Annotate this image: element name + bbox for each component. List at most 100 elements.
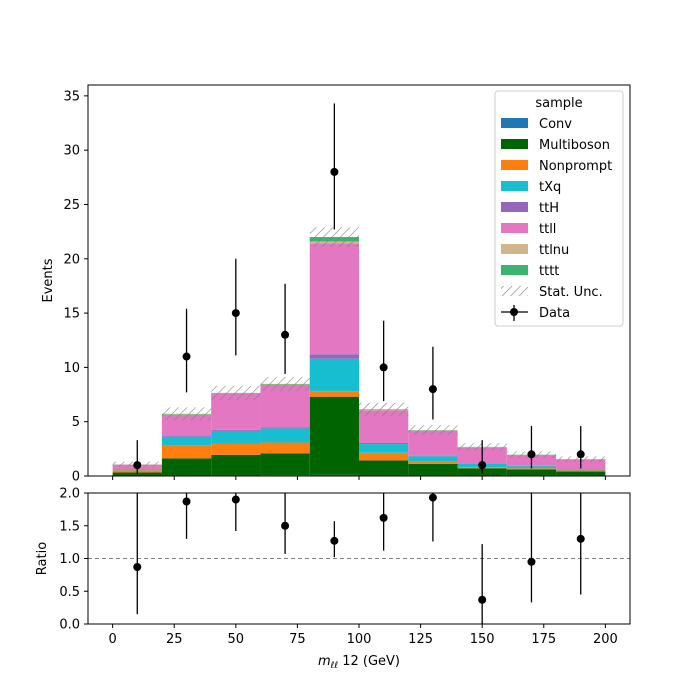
ratio-xtick-label-25: 25 [166, 632, 183, 647]
bar-nonprompt-bin-9 [556, 470, 606, 472]
data-points [133, 103, 585, 474]
ratio-point-4 [330, 536, 339, 545]
main-ytick-label-15: 15 [63, 307, 80, 322]
ratio-ytick-label-0.5: 0.5 [59, 585, 80, 600]
ratio-ytick-label-0: 0.0 [59, 618, 80, 633]
bar-tth-bin-5 [359, 442, 409, 445]
data-point-6 [428, 385, 437, 394]
ratio-point-8 [527, 557, 536, 566]
ratio-points [133, 493, 585, 624]
main-ytick-label-20: 20 [63, 252, 80, 267]
legend-swatch-multiboson [501, 139, 528, 149]
data-point-3 [281, 330, 290, 339]
ratio-axes-frame [87, 492, 631, 625]
series-txq [112, 358, 606, 471]
ratio-xtick-label-100: 100 [347, 632, 372, 647]
bar-ttll-bin-5 [359, 410, 409, 443]
legend-label-stat-unc-: Stat. Unc. [539, 285, 603, 300]
ratio-ylabel: Ratio [35, 542, 50, 575]
stat-unc-bin-3 [260, 376, 310, 391]
ratio-point-5 [379, 513, 388, 522]
bar-tth-bin-4 [309, 354, 359, 359]
bar-multiboson-bin-1 [161, 458, 212, 476]
bar-txq-bin-4 [309, 358, 359, 392]
bar-nonprompt-bin-6 [408, 461, 458, 464]
main-ytick-label-25: 25 [63, 198, 80, 213]
legend-swatch-tth [501, 202, 528, 212]
ratio-ytick-label-1.5: 1.5 [59, 519, 80, 534]
bar-nonprompt-bin-4 [309, 391, 359, 397]
legend-swatch-data [510, 308, 518, 316]
legend-label-ttll: ttll [539, 222, 556, 237]
legend-swatch-tttt [501, 265, 528, 275]
bar-nonprompt-bin-8 [506, 468, 557, 470]
data-point-8 [527, 450, 536, 459]
ratio-plot: 0.0 0.5 1.0 1.5 2.0 0 25 50 75 100 125 150 175 200 Rat… [35, 487, 631, 671]
main-ytick-label-0: 0 [72, 470, 80, 485]
bar-nonprompt-bin-3 [260, 442, 310, 454]
stat-unc-bin-6 [408, 425, 458, 435]
ratio-xtick-label-50: 50 [228, 632, 245, 647]
ratio-xtick-label-200: 200 [593, 632, 618, 647]
xlabel-rest: 12 (GeV) [338, 654, 400, 669]
ratio-xtick-label-75: 75 [289, 632, 306, 647]
xlabel-symbol: m [318, 654, 331, 669]
bar-txq-bin-5 [359, 444, 409, 453]
data-point-0 [133, 461, 142, 470]
bar-multiboson-bin-8 [506, 469, 557, 476]
ratio-point-1 [182, 497, 191, 506]
legend-title: sample [535, 96, 582, 111]
ratio-xtick-label-125: 125 [408, 632, 433, 647]
stat-unc-bin-4 [309, 227, 359, 247]
ratio-xtick-label-150: 150 [470, 632, 495, 647]
bar-multiboson-bin-0 [112, 472, 162, 476]
stat-unc-bin-5 [359, 402, 409, 416]
bar-multiboson-bin-6 [408, 463, 458, 476]
legend-swatch-conv [501, 118, 528, 128]
data-point-4 [330, 167, 339, 176]
ratio-ytick-label-2: 2.0 [59, 487, 80, 502]
legend-label-data: Data [539, 306, 570, 321]
stat-unc-bin-2 [211, 385, 261, 400]
bar-multiboson-bin-3 [260, 453, 310, 476]
bar-txq-bin-9 [556, 469, 606, 471]
ratio-xlabel: mℓℓ 12 (GeV) [318, 654, 400, 671]
data-point-2 [231, 309, 240, 318]
legend-label-tttt: tttt [539, 264, 559, 279]
data-point-7 [478, 461, 487, 470]
legend-label-txq: tXq [539, 180, 561, 195]
ratio-point-9 [576, 534, 585, 543]
legend-swatch-txq [501, 181, 528, 191]
legend-label-ttlnu: ttlnu [539, 243, 569, 258]
bar-nonprompt-bin-2 [211, 443, 261, 455]
bar-multiboson-bin-2 [211, 454, 261, 476]
ratio-point-2 [231, 495, 240, 504]
legend-swatch-ttlnu [501, 244, 528, 254]
bar-tth-bin-6 [408, 455, 458, 457]
ratio-point-0 [133, 563, 142, 572]
bar-multiboson-bin-4 [309, 396, 359, 475]
main-plot: 0 5 10 15 20 25 30 35 Events [41, 84, 631, 485]
ratio-point-6 [428, 493, 437, 502]
legend: sample Conv Multiboson Nonprompt tXq ttH ttll t… [494, 90, 624, 327]
data-point-9 [576, 450, 585, 459]
data-point-5 [379, 363, 388, 372]
ratio-point-7 [478, 595, 487, 604]
ratio-xtick-label-0: 0 [108, 632, 116, 647]
main-ylabel: Events [41, 258, 56, 302]
stat-unc-bin-1 [161, 407, 212, 421]
bar-conv-bin-4 [309, 474, 359, 476]
legend-label-nonprompt: Nonprompt [539, 159, 612, 174]
main-ytick-label-35: 35 [63, 89, 80, 104]
main-ytick-label-30: 30 [63, 144, 80, 159]
data-point-1 [182, 352, 191, 361]
bar-ttll-bin-4 [309, 243, 359, 355]
bar-txq-bin-3 [260, 428, 310, 443]
legend-swatch-nonprompt [501, 160, 528, 170]
bar-txq-bin-2 [211, 430, 261, 444]
ratio-xtick-label-175: 175 [531, 632, 556, 647]
xlabel-subscript: ℓℓ [330, 661, 338, 671]
legend-swatch-ttll [501, 223, 528, 233]
bar-tth-bin-1 [161, 435, 212, 437]
